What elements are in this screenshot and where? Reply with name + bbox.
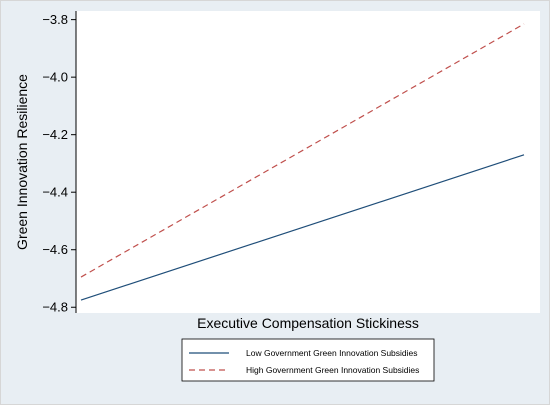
series-line-low-subsidies [80,154,525,301]
y-tick-label: −4.0 [42,70,68,85]
plot-area [76,11,540,313]
x-axis-title: Executive Compensation Stickiness [197,315,419,331]
y-tick-label: −4.2 [42,127,68,142]
series-line-high-subsidies [80,23,525,278]
legend-box [181,338,435,382]
y-tick-label: −4.4 [42,185,68,200]
legend-items: Low Government Green Innovation Subsidie… [189,348,419,375]
y-tick-label: −4.6 [42,242,68,257]
series-lines [80,23,525,301]
y-tick-label: −3.8 [42,12,68,27]
y-axis-title: Green Innovation Resilience [14,74,30,250]
legend: Low Government Green Innovation Subsidie… [181,338,435,382]
legend-label: High Government Green Innovation Subsidi… [246,365,419,375]
legend-label: Low Government Green Innovation Subsidie… [246,348,418,358]
y-tick-label: −4.8 [42,300,68,315]
y-axis-ticks: −4.8 −4.6 −4.4 −4.2 −4.0 −3.8 [42,12,76,315]
